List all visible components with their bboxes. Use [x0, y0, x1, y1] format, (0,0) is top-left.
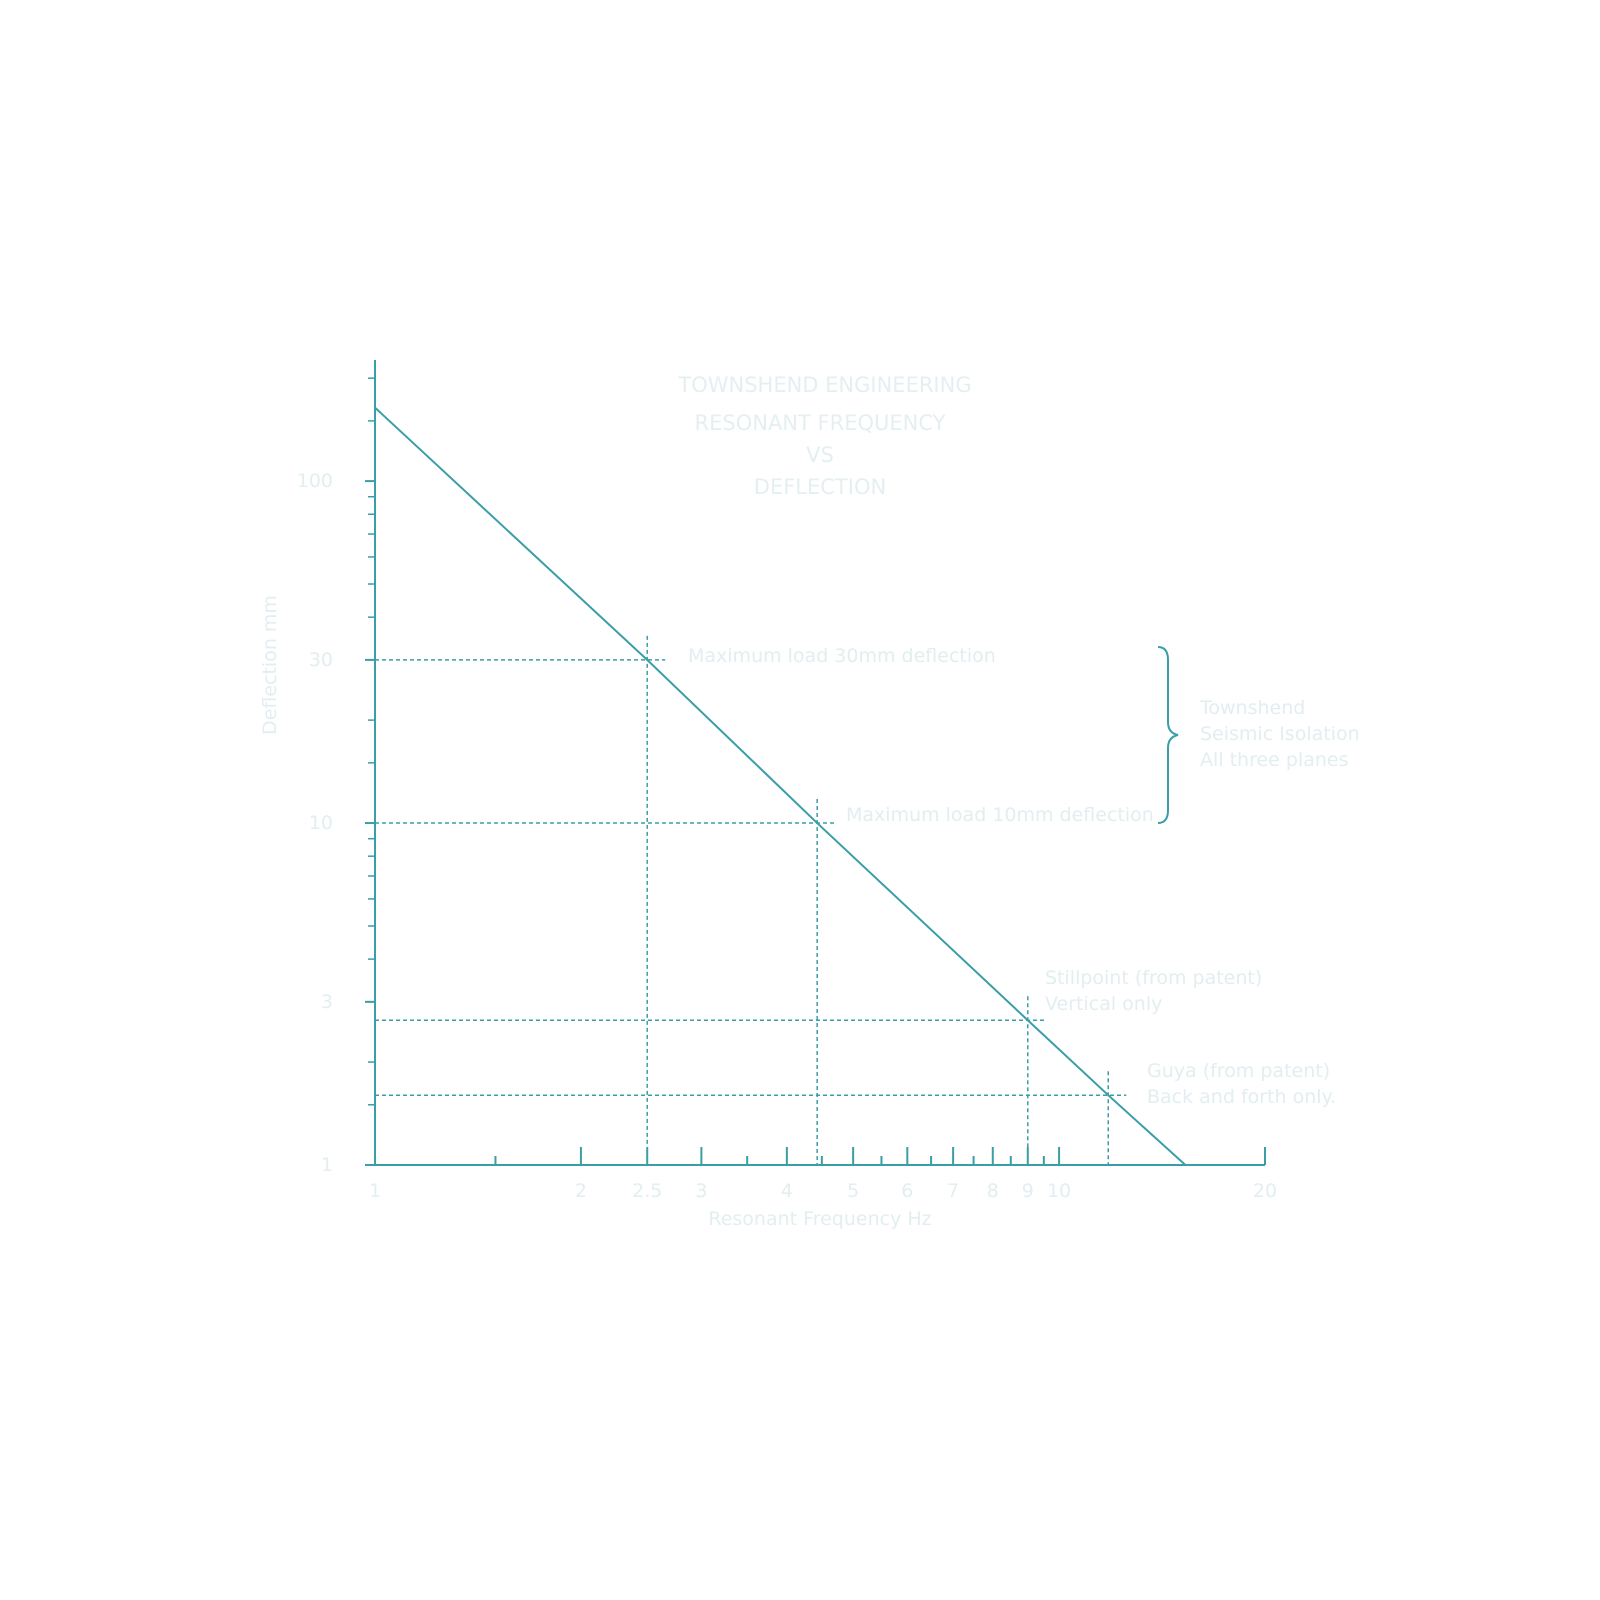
annotation: Stillpoint (from patent): [1045, 967, 1262, 989]
annotation: Back and forth only.: [1147, 1086, 1336, 1108]
x-tick-label: 1: [369, 1180, 381, 1202]
x-tick-label: 8: [987, 1180, 999, 1202]
x-tick-label: 4: [781, 1180, 793, 1202]
y-axis-label: Deflection mm: [259, 595, 281, 735]
annotation: Maximum load 10mm deflection: [846, 804, 1154, 826]
x-tick-label: 6: [901, 1180, 913, 1202]
chart-subtitle: RESONANT FREQUENCY: [695, 411, 946, 435]
x-tick-label: 9: [1022, 1180, 1034, 1202]
line: [374, 406, 1187, 1166]
x-tick-label: 2: [575, 1180, 587, 1202]
x-axis-label: Resonant Frequency Hz: [708, 1208, 931, 1230]
x-tick-label: 7: [947, 1180, 959, 1202]
x-tick-label: 3: [695, 1180, 707, 1202]
x-tick-label: 10: [1047, 1180, 1071, 1202]
y-tick-label: 10: [309, 812, 333, 834]
x-tick-label: 20: [1253, 1180, 1277, 1202]
chart-subtitle: DEFLECTION: [754, 475, 886, 499]
chart-title: TOWNSHEND ENGINEERING: [677, 373, 971, 397]
y-tick-label: 100: [297, 470, 333, 492]
annotation: Vertical only: [1045, 993, 1162, 1015]
bracket-label: Townshend: [1199, 697, 1305, 719]
bracket-label: All three planes: [1200, 749, 1349, 771]
y-tick-label: 3: [321, 991, 333, 1013]
annotation: Guya (from patent): [1147, 1060, 1330, 1082]
chart-subtitle: VS: [806, 443, 834, 467]
x-tick-label: 5: [847, 1180, 859, 1202]
x-tick-label: 2.5: [632, 1180, 662, 1202]
bracket: [1157, 646, 1179, 824]
y-tick-label: 1: [321, 1154, 333, 1176]
bracket-label: Seismic Isolation: [1200, 723, 1360, 745]
annotation: Maximum load 30mm deflection: [688, 645, 996, 667]
y-tick-label: 30: [309, 649, 333, 671]
